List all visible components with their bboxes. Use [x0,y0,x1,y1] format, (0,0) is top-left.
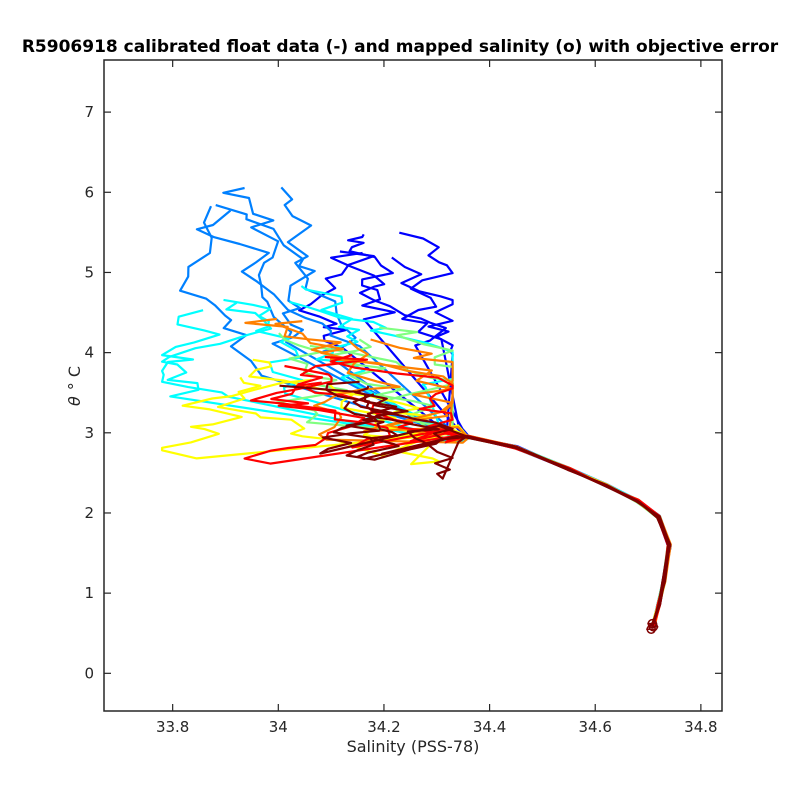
plot-area [161,186,672,634]
x-axis-label: Salinity (PSS-78) [347,737,480,756]
y-tick-label: 7 [84,103,94,121]
y-axis-label: θ ° C [65,366,84,406]
x-tick-label: 34.8 [684,718,717,736]
profile-line [325,380,670,627]
x-tick-label: 33.8 [156,718,189,736]
y-axis-label-unit: ° C [65,366,84,390]
y-tick-label: 0 [84,664,94,682]
x-tick-label: 34 [269,718,288,736]
y-tick-label: 2 [84,504,94,522]
y-tick-label: 1 [84,584,94,602]
y-tick-label: 6 [84,183,94,201]
y-tick-label: 5 [84,263,94,281]
mapped-salinity-point [648,622,659,632]
x-tick-label: 34.6 [579,718,612,736]
mapped-salinity-point [646,624,656,634]
x-tick-label: 34.2 [367,718,400,736]
chart-title: R5906918 calibrated float data (-) and m… [22,37,779,57]
plot-frame [103,59,723,712]
y-tick-label: 4 [84,344,94,362]
x-tick-label: 34.4 [473,718,506,736]
y-tick-label: 3 [84,424,94,442]
y-axis-label-symbol: θ [65,396,84,406]
